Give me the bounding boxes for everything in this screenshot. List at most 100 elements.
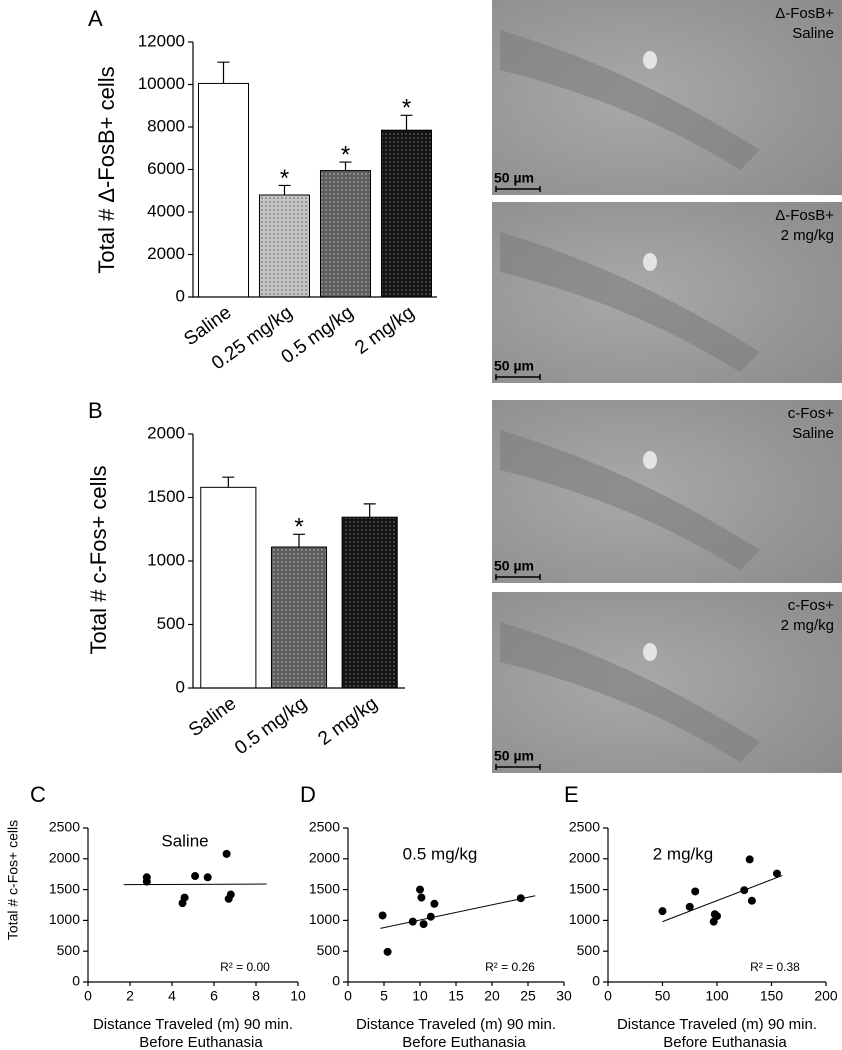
y-tick-label: 1000	[309, 911, 340, 927]
micrograph-label: 2 mg/kg	[781, 227, 834, 244]
x-tick-label: 30	[556, 988, 572, 1004]
y-tick-label: 2000	[49, 850, 80, 866]
significance: *	[402, 95, 411, 122]
y-tick-label: 2500	[569, 819, 600, 835]
micrograph	[492, 202, 842, 383]
x-tick-label: 0	[344, 988, 352, 1004]
point	[416, 885, 424, 894]
point	[713, 912, 721, 921]
scale-bar	[495, 764, 541, 770]
scale-bar	[495, 374, 541, 380]
x-tick-label: 8	[252, 988, 260, 1004]
x-tick-label: 10	[290, 988, 306, 1004]
micrograph-label: Saline	[792, 425, 834, 442]
bar	[341, 516, 398, 689]
x-tick-label: 0	[84, 988, 92, 1004]
x-tick-label: 50	[655, 988, 671, 1004]
significance: *	[280, 165, 289, 192]
y-tick-label: 1000	[147, 550, 185, 569]
x-tick-label: 25	[520, 988, 536, 1004]
point	[419, 920, 428, 929]
bar	[319, 170, 372, 298]
error-bar	[222, 476, 235, 488]
x-axis-label: Before Euthanasia	[663, 1034, 787, 1050]
tissue-band	[500, 622, 760, 762]
y-tick-label: 1500	[147, 487, 185, 506]
scale-bar	[495, 574, 541, 580]
point	[417, 893, 426, 902]
annotation: R² = 0.26	[485, 960, 535, 974]
x-tick-label: 2 mg/kg	[351, 302, 418, 359]
tissue-band	[500, 430, 760, 570]
error-bar	[217, 61, 230, 84]
bar	[200, 486, 257, 689]
micrograph-label: c-Fos+	[788, 405, 835, 422]
point	[516, 894, 525, 903]
micrograph-label: Δ-FosB+	[775, 5, 834, 22]
y-tick-label: 0	[176, 286, 185, 305]
error-bar	[293, 533, 305, 548]
error-bar	[278, 184, 291, 195]
point	[142, 877, 151, 886]
x-tick-label: 0	[604, 988, 612, 1004]
point	[747, 896, 756, 905]
y-tick-label: 2000	[147, 423, 185, 442]
y-tick-label: 2500	[309, 819, 340, 835]
y-axis-label: Total # c-Fos+ cells	[5, 820, 21, 940]
y-tick-label: 1500	[309, 880, 340, 896]
significance: *	[294, 514, 303, 541]
y-tick-label: 2000	[309, 850, 340, 866]
micrograph-label: Saline	[792, 25, 834, 42]
point	[191, 872, 200, 881]
title: 0.5 mg/kg	[403, 844, 478, 863]
micrograph-label: Δ-FosB+	[775, 207, 834, 224]
x-tick-label: 20	[484, 988, 500, 1004]
x-tick-label: 15	[448, 988, 464, 1004]
panel-label: C	[30, 782, 46, 807]
y-tick-label: 1000	[569, 911, 600, 927]
point	[383, 947, 392, 956]
x-tick-label: 10	[412, 988, 428, 1004]
x-tick-label: 2 mg/kg	[315, 693, 382, 750]
x-tick-label: 200	[814, 988, 838, 1004]
panel-label: A	[88, 6, 103, 31]
panel-label: E	[564, 782, 579, 807]
x-axis-label: Distance Traveled (m) 90 min.	[356, 1016, 556, 1033]
axis	[607, 828, 826, 983]
error-bar	[339, 161, 352, 171]
panel-label: B	[88, 398, 103, 423]
x-axis-label: Before Euthanasia	[402, 1034, 526, 1050]
y-tick-label: 0	[176, 677, 185, 696]
y-tick-label: 10000	[138, 74, 185, 93]
point	[222, 849, 231, 858]
y-axis-label: Total # c-Fos+ cells	[86, 466, 111, 655]
micrograph-label: c-Fos+	[788, 597, 835, 614]
scale-label: 50 µm	[494, 170, 534, 186]
scale-bar	[495, 186, 541, 192]
tissue-band	[500, 30, 760, 170]
point	[691, 887, 700, 896]
y-tick-label: 0	[72, 973, 80, 989]
scale-label: 50 µm	[494, 358, 534, 374]
y-tick-label: 0	[592, 973, 600, 989]
tissue-band	[500, 232, 760, 372]
trendline	[662, 874, 783, 923]
bar	[197, 82, 250, 298]
micrograph	[492, 400, 842, 583]
scale-label: 50 µm	[494, 748, 534, 764]
bar	[270, 546, 328, 689]
y-tick-label: 4000	[147, 201, 185, 220]
vessel	[643, 253, 657, 271]
x-tick-label: 2	[126, 988, 134, 1004]
x-tick-label: 0.5 mg/kg	[231, 693, 311, 759]
y-tick-label: 6000	[147, 159, 185, 178]
axis	[87, 828, 298, 983]
scale-label: 50 µm	[494, 558, 534, 574]
vessel	[643, 643, 657, 661]
error-bar	[363, 503, 376, 518]
point	[378, 911, 387, 920]
x-tick-label: 6	[210, 988, 218, 1004]
micrograph-label: 2 mg/kg	[781, 617, 834, 634]
y-tick-label: 1500	[569, 880, 600, 896]
x-axis-label: Distance Traveled (m) 90 min.	[617, 1016, 817, 1033]
